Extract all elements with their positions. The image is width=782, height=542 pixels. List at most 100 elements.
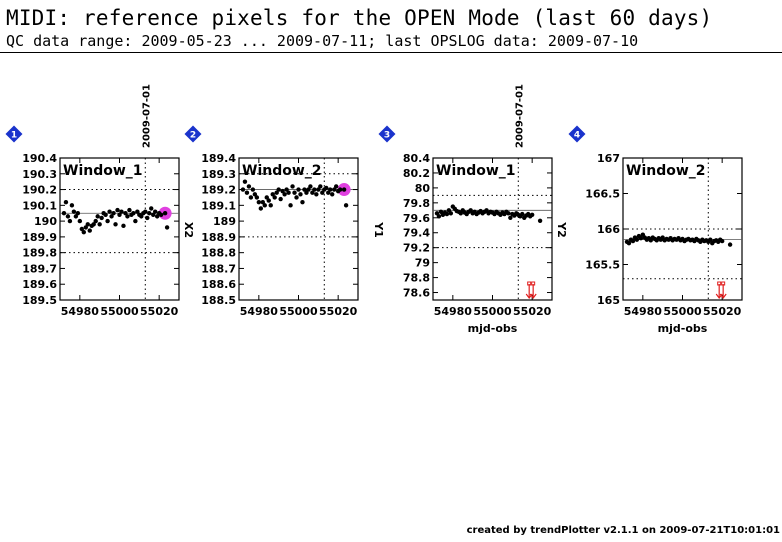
data-point [288,203,293,208]
y-tick-label: 189.2 [201,184,236,197]
y-tick-label: 189.8 [22,247,57,260]
chart-panel-4: 4 165 165.5 166 166.5 167 54980 55000 55020 Windo… [568,125,743,335]
data-point [276,187,281,192]
data-point [286,190,291,195]
data-point [326,190,331,195]
data-point [125,214,130,219]
data-point [254,195,260,200]
data-point [304,190,309,195]
chart-panel-2: 2 188.5 188.6 188.7 188.8 188.9 189 189.1 189.2 1… [184,125,359,318]
y-tick-label: 80 [415,182,431,195]
data-point [97,222,102,227]
data-point [151,212,156,217]
window-label: Window_2 [242,163,322,179]
y-tick-label: 79.4 [403,227,430,240]
date-marker-label: 2009-07-01 [514,84,525,148]
data-point [292,190,297,195]
out-of-range-arrow-cap [721,281,726,286]
data-point [63,199,69,205]
data-point [135,209,140,214]
y-tick-label: 78.6 [403,287,430,300]
x-tick-label: 55000 [663,305,702,318]
data-point [506,211,511,216]
data-point [278,196,283,202]
y-tick-label: 79 [415,257,430,270]
y-tick-label: 165.5 [585,259,620,272]
data-point [282,192,287,197]
y-tick-label: 188.9 [201,231,236,244]
data-point [274,190,279,195]
data-point [268,203,273,208]
panel-number: 4 [574,131,580,141]
data-point [149,206,154,211]
data-point [537,218,543,223]
data-point [107,209,112,214]
y-tick-label: 189 [213,215,236,228]
data-point [77,218,83,224]
y-tick-label: 190.4 [22,152,57,165]
data-point [111,211,116,216]
data-point [328,187,333,192]
y-tick-label: 79.6 [403,212,430,225]
data-point [444,211,450,217]
y-tick-label: 189.1 [201,199,236,212]
y-tick-label: 188.5 [201,294,236,307]
x-tick-label: 55020 [319,305,358,318]
data-point [154,214,160,219]
data-point [270,192,275,197]
out-of-range-arrowhead [719,293,727,299]
out-of-range-arrow-cap [717,281,722,286]
data-point [93,218,98,224]
data-point [308,184,313,189]
data-point [162,211,168,216]
window-label: Window_1 [436,163,516,179]
data-point [256,199,262,205]
panel-number: 2 [190,131,196,141]
data-point [508,215,513,220]
y-axis-label-left: Y1 [372,221,385,238]
y-axis-label: X2 [182,222,195,238]
data-point [73,214,79,219]
data-point [314,192,319,197]
data-point [296,187,301,192]
data-point [67,218,73,224]
x-tick-label: 55000 [279,305,318,318]
data-point [143,209,148,214]
out-of-range-arrow-cap [531,281,536,286]
data-point [71,209,77,214]
data-point [324,185,329,191]
data-point [115,207,120,213]
data-point [65,214,71,219]
data-point [330,192,335,197]
panel-number: 3 [384,131,390,141]
data-point [280,188,285,194]
data-point [294,195,299,200]
data-point [81,229,87,235]
panel-number: 1 [11,131,17,141]
data-point [310,190,315,195]
y-tick-label: 189.4 [201,152,236,165]
y-tick-label: 80.2 [403,167,430,180]
data-point [121,223,126,229]
data-point [113,222,118,227]
data-point [332,187,337,192]
data-point [638,236,644,241]
data-point [95,214,100,219]
data-point [105,218,110,224]
data-point [262,203,267,208]
data-point [318,184,323,189]
data-point [127,207,132,213]
panel-badge-icon [568,125,586,143]
data-point [708,237,713,242]
plot-frame [59,157,180,301]
data-point [302,187,307,192]
data-point [436,214,442,219]
data-point [337,187,343,192]
data-point [520,211,525,217]
data-point [634,237,640,242]
x-tick-label: 54980 [624,305,663,318]
data-point [448,211,454,216]
x-tick-label: 55020 [140,305,179,318]
y-axis-label: Y2 [555,221,568,238]
data-point [75,211,81,216]
